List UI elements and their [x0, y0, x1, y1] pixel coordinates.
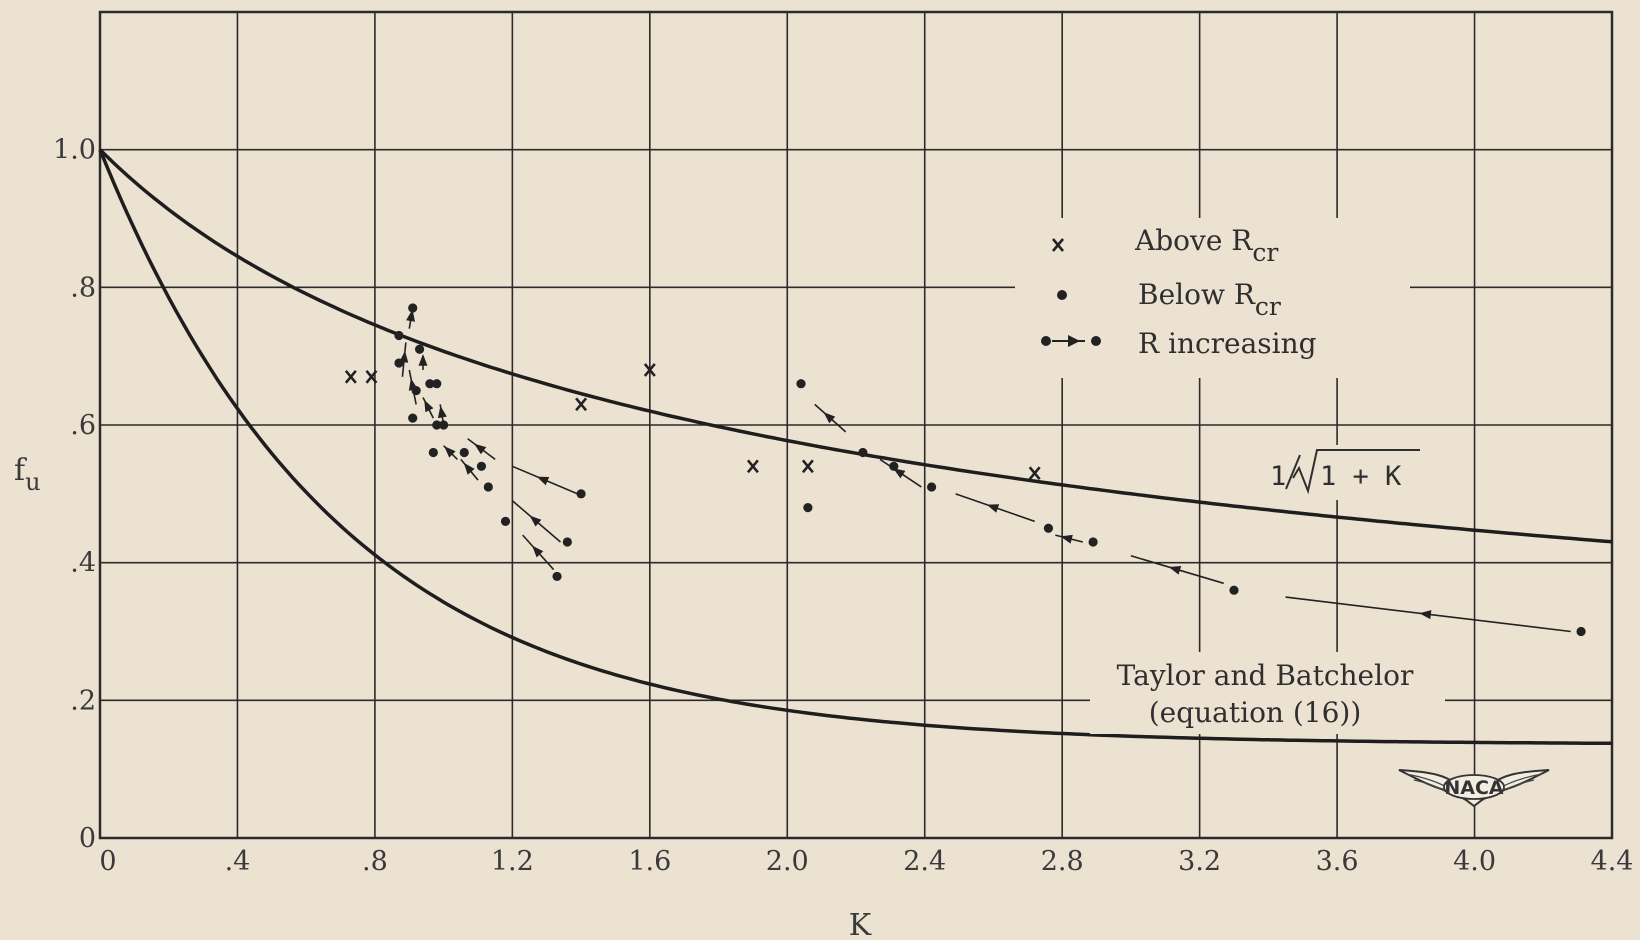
point-below-rcr — [394, 358, 404, 368]
point-below-rcr — [425, 379, 435, 389]
point-above-rcr — [643, 363, 656, 377]
y-tick-label: .6 — [70, 410, 96, 441]
annotation-background — [1090, 652, 1445, 734]
point-below-rcr — [858, 447, 868, 458]
y-axis-label-main: f — [14, 453, 27, 488]
naca-logo: NACA — [1398, 769, 1550, 808]
point-below-rcr — [796, 379, 806, 389]
point-below-rcr — [889, 461, 899, 471]
r-increasing-arrowhead — [437, 405, 447, 419]
x-tick-label: .4 — [225, 846, 251, 877]
r-increasing-arrowhead — [1419, 610, 1432, 620]
x-tick-label: .8 — [362, 846, 388, 877]
y-axis-label-sub: u — [25, 468, 40, 496]
curve-label-inverse-sqrt: 1 1 + K — [1270, 449, 1420, 495]
legend-entry-below: Below Rcr — [1138, 278, 1281, 321]
r-increasing-arrowhead — [536, 476, 550, 486]
x-tick-labels: 0 .4 .8 1.2 1.6 2.0 2.4 2.8 3.2 3.6 4.0 4.4 — [99, 846, 1633, 877]
point-below-rcr — [927, 482, 937, 492]
point-above-rcr — [344, 369, 357, 384]
r-increasing-arrowhead — [823, 412, 836, 424]
point-below-rcr — [1088, 537, 1098, 547]
curve-inverse-sqrt — [98, 148, 1613, 544]
radical-sign — [1285, 449, 1420, 495]
point-below-rcr — [414, 344, 425, 354]
point-below-rcr — [432, 420, 442, 430]
x-tick-label: 1.2 — [491, 846, 534, 877]
r-increasing-arrowhead — [986, 504, 1000, 513]
r-increasing-arrowhead — [463, 462, 475, 475]
curve-label-background — [1258, 445, 1428, 500]
x-tick-label: 3.2 — [1178, 846, 1221, 877]
x-tick-label: 2.4 — [903, 846, 946, 877]
y-tick-label: 1.0 — [53, 135, 96, 166]
point-above-rcr — [365, 369, 378, 384]
annotation-equation-ref: (equation (16)) — [1149, 696, 1362, 729]
curve-label-numerator: 1 — [1270, 461, 1286, 492]
point-below-rcr — [803, 503, 813, 513]
legend-background — [1015, 218, 1410, 378]
point-below-rcr — [483, 482, 493, 492]
r-increasing-arrowhead — [444, 446, 456, 458]
point-below-rcr — [459, 447, 469, 458]
point-below-rcr — [576, 489, 586, 499]
point-below-rcr — [439, 420, 449, 430]
y-tick-label: 0 — [79, 823, 96, 854]
point-below-rcr — [552, 571, 562, 582]
point-below-rcr — [394, 330, 404, 341]
x-tick-label: 3.6 — [1316, 846, 1359, 877]
r-increasing-arrows — [399, 307, 1571, 633]
r-increasing-arrowhead — [474, 443, 487, 455]
point-below-rcr — [432, 379, 442, 389]
r-increasing-arrowhead — [1168, 566, 1182, 575]
legend-entry-r-increasing: R increasing — [1138, 327, 1317, 360]
y-axis-label: fu — [14, 453, 41, 496]
point-below-rcr — [562, 537, 572, 547]
legend-marker-dot — [1057, 290, 1067, 300]
r-increasing-arrowhead — [532, 545, 544, 558]
curve-taylor-batchelor — [98, 149, 1612, 746]
point-below-rcr — [408, 303, 418, 313]
r-increasing-arrowhead — [529, 515, 542, 527]
point-below-rcr — [411, 385, 421, 396]
y-tick-labels: 0 .2 .4 .6 .8 1.0 — [53, 135, 96, 854]
x-tick-label: 1.6 — [628, 846, 671, 877]
x-tick-label: 2.8 — [1041, 846, 1084, 877]
data-points — [344, 303, 1586, 637]
point-above-rcr — [746, 459, 759, 474]
plot-frame — [98, 10, 1614, 840]
legend-entry-above: Above Rcr — [1134, 224, 1278, 267]
legend-marker-x — [1052, 238, 1064, 252]
y-tick-label: .4 — [70, 548, 96, 579]
point-above-rcr — [575, 397, 588, 412]
legend: Above Rcr Below Rcr R increasing — [1041, 224, 1317, 360]
r-increasing-arrowhead — [893, 468, 906, 479]
point-below-rcr — [1576, 626, 1586, 637]
point-above-rcr — [801, 459, 814, 474]
point-below-rcr — [428, 447, 438, 458]
r-increasing-arrowhead — [418, 354, 428, 366]
point-below-rcr — [1043, 523, 1054, 533]
point-below-rcr — [500, 516, 511, 526]
x-tick-label: 0 — [99, 846, 116, 877]
x-axis-label: K — [849, 908, 872, 940]
legend-marker-arrow — [1041, 335, 1101, 347]
annotation-taylor-batchelor: Taylor and Batchelor — [1117, 659, 1414, 692]
y-tick-label: .8 — [70, 272, 96, 303]
x-tick-label: 4.4 — [1591, 846, 1634, 877]
x-tick-label: 2.0 — [766, 846, 809, 877]
r-increasing-arrowhead — [424, 399, 434, 413]
point-below-rcr — [408, 413, 418, 423]
point-below-rcr — [476, 461, 487, 471]
point-above-rcr — [1028, 466, 1041, 481]
point-below-rcr — [1229, 585, 1239, 595]
y-tick-label: .2 — [70, 685, 96, 716]
r-increasing-arrowhead — [1060, 534, 1073, 544]
naca-logo-text: NACA — [1444, 777, 1504, 799]
curve-label-radicand: 1 + K — [1320, 461, 1402, 492]
x-tick-label: 4.0 — [1453, 846, 1496, 877]
